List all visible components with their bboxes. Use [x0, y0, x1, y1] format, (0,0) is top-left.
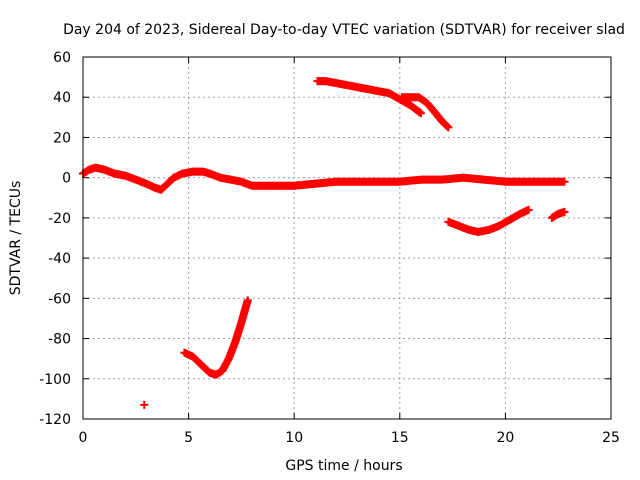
y-tick-label: -80	[48, 332, 71, 348]
grid	[83, 57, 611, 419]
axis-ticks: 0 5 10 15 20 25 -120 -100 -80 -60 -40 -20 0 20 40 60	[39, 50, 620, 446]
x-tick-label: 15	[391, 430, 409, 446]
data-point-arc-bottom	[243, 296, 252, 305]
y-tick-label: 0	[62, 171, 71, 187]
data-point-arc-top-right	[444, 123, 453, 132]
x-tick-label: 5	[184, 430, 193, 446]
x-tick-label: 25	[602, 430, 620, 446]
y-tick-label: -40	[48, 251, 71, 267]
y-tick-label: 20	[53, 130, 71, 146]
y-tick-label: 40	[53, 90, 71, 106]
y-tick-label: -100	[39, 372, 71, 388]
chart-title: Day 204 of 2023, Sidereal Day-to-day VTE…	[63, 22, 625, 38]
data-point-arc-top-right	[443, 122, 452, 131]
data-point-arc-far-right	[560, 207, 569, 216]
y-tick-label: -20	[48, 211, 71, 227]
x-axis-label: GPS time / hours	[285, 458, 402, 474]
y-tick-label: -120	[39, 412, 71, 428]
plot-frame	[82, 56, 612, 420]
data-point-arc-mid-right	[524, 205, 533, 214]
x-tick-label: 10	[285, 430, 303, 446]
x-tick-label: 20	[496, 430, 514, 446]
data-marks	[79, 77, 569, 409]
y-axis-label: SDTVAR / TECUs	[8, 181, 24, 296]
y-tick-label: -60	[48, 291, 71, 307]
data-point-arc-top-left	[416, 109, 425, 118]
data-point-main-track	[560, 177, 569, 186]
x-tick-label: 0	[79, 430, 88, 446]
data-point-isolated-point	[140, 400, 149, 409]
y-tick-label: 60	[53, 50, 71, 66]
